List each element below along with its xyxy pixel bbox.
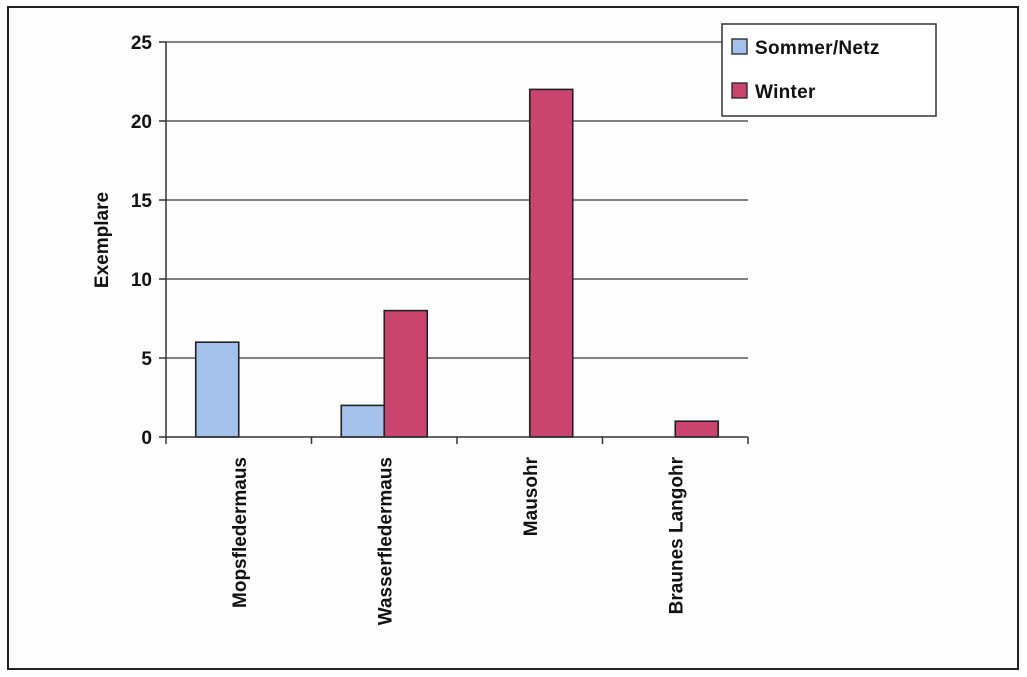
legend: Sommer/Netz Winter: [721, 23, 937, 117]
axes: [159, 41, 749, 444]
category-label: Wasserfledermaus: [375, 457, 396, 625]
y-axis-title: Exemplare: [92, 192, 113, 288]
y-tick-label: 25: [131, 33, 153, 54]
category-label: Braunes Langohr: [666, 456, 687, 614]
y-tick-label: 0: [141, 428, 152, 449]
legend-swatch-winter: [731, 82, 748, 99]
y-tick-label: 20: [131, 112, 152, 133]
bar-sommer-netz: [340, 404, 386, 438]
legend-label-sommer-netz: Sommer/Netz: [755, 38, 880, 59]
legend-box: [721, 23, 937, 117]
legend-swatch-sommer-netz: [731, 38, 748, 55]
bars: [194, 88, 720, 438]
y-tick-label: 15: [131, 191, 153, 212]
bar-sommer-netz: [194, 341, 240, 438]
gridlines: [166, 41, 748, 359]
bar-winter: [383, 309, 429, 438]
bar-winter: [528, 88, 574, 438]
legend-label-winter: Winter: [755, 82, 816, 103]
y-tick-label: 10: [131, 270, 152, 291]
category-label: Mausohr: [521, 456, 542, 536]
y-tick-labels: 0 5 10 15 20 25: [131, 33, 153, 449]
y-tick-label: 5: [141, 349, 152, 370]
bar-winter: [674, 420, 720, 438]
category-labels: Mopsfledermaus Wasserfledermaus Mausohr Bra…: [230, 456, 688, 625]
category-label: Mopsfledermaus: [230, 457, 251, 608]
